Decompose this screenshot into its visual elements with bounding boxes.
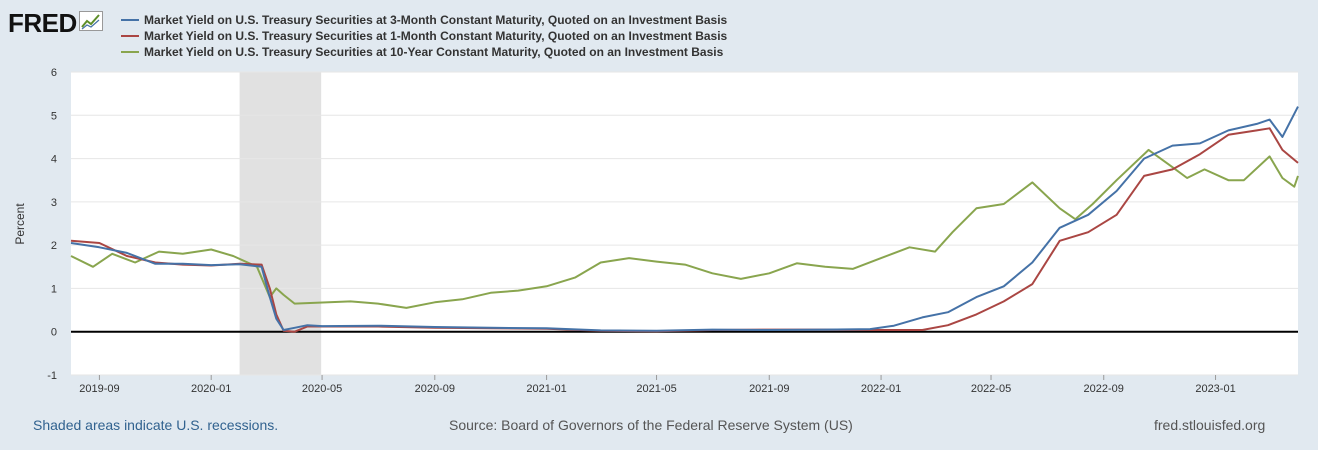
legend-swatch-1m: [121, 35, 139, 37]
x-tick-label: 2020-09: [415, 383, 455, 395]
x-tick-label: 2022-09: [1084, 383, 1124, 395]
y-tick-label: 0: [51, 327, 57, 339]
legend-swatch-10y: [121, 51, 139, 53]
logo-text: FRED: [8, 8, 77, 38]
source-text: Source: Board of Governors of the Federa…: [449, 417, 853, 433]
y-tick-label: 6: [51, 67, 57, 79]
y-tick-label: 1: [51, 283, 57, 295]
y-tick-label: 4: [51, 154, 57, 166]
x-tick-label: 2020-05: [302, 383, 342, 395]
fred-logo[interactable]: FRED: [8, 8, 103, 39]
legend-item-3m[interactable]: Market Yield on U.S. Treasury Securities…: [121, 12, 727, 28]
x-tick-label: 2021-05: [636, 383, 676, 395]
y-tick-label: -1: [47, 370, 57, 382]
y-tick-label: 5: [51, 110, 57, 122]
axis-layer: -1 0 1 2 3 4 5 6 2019-09 2020-01 2020-05 2020-09 202…: [47, 67, 1235, 395]
y-tick-label: 3: [51, 197, 57, 209]
series-layer: [70, 106, 1299, 333]
x-tick-label: 2019-09: [79, 383, 119, 395]
series-line-2: [70, 148, 1299, 309]
recession-band-0: [239, 72, 322, 375]
site-link[interactable]: fred.stlouisfed.org: [1154, 417, 1266, 433]
x-tick-label: 2020-01: [191, 383, 231, 395]
legend-label-1m: Market Yield on U.S. Treasury Securities…: [144, 29, 728, 43]
x-tick-label: 2022-01: [861, 383, 901, 395]
x-tick-label: 2021-01: [526, 383, 566, 395]
legend-item-1m[interactable]: Market Yield on U.S. Treasury Securities…: [121, 28, 727, 44]
recession-layer: [239, 72, 322, 375]
legend-label-3m: Market Yield on U.S. Treasury Securities…: [144, 13, 728, 27]
x-tick-label: 2022-05: [971, 383, 1011, 395]
y-tick-label: 2: [51, 240, 57, 252]
x-tick-label: 2021-09: [749, 383, 789, 395]
chart-svg[interactable]: -1 0 1 2 3 4 5 6 2019-09 2020-01 2020-05 2020-09 202…: [0, 0, 1318, 410]
legend-label-10y: Market Yield on U.S. Treasury Securities…: [144, 45, 724, 59]
series-line-0: [70, 106, 1299, 332]
line-chart-icon: [78, 11, 103, 36]
y-axis-label: Percent: [13, 203, 27, 245]
chart-legend: Market Yield on U.S. Treasury Securities…: [121, 12, 727, 60]
x-tick-label: 2023-01: [1195, 383, 1235, 395]
legend-item-10y[interactable]: Market Yield on U.S. Treasury Securities…: [121, 44, 727, 60]
legend-swatch-3m: [121, 19, 139, 21]
recession-note: Shaded areas indicate U.S. recessions.: [33, 417, 279, 433]
